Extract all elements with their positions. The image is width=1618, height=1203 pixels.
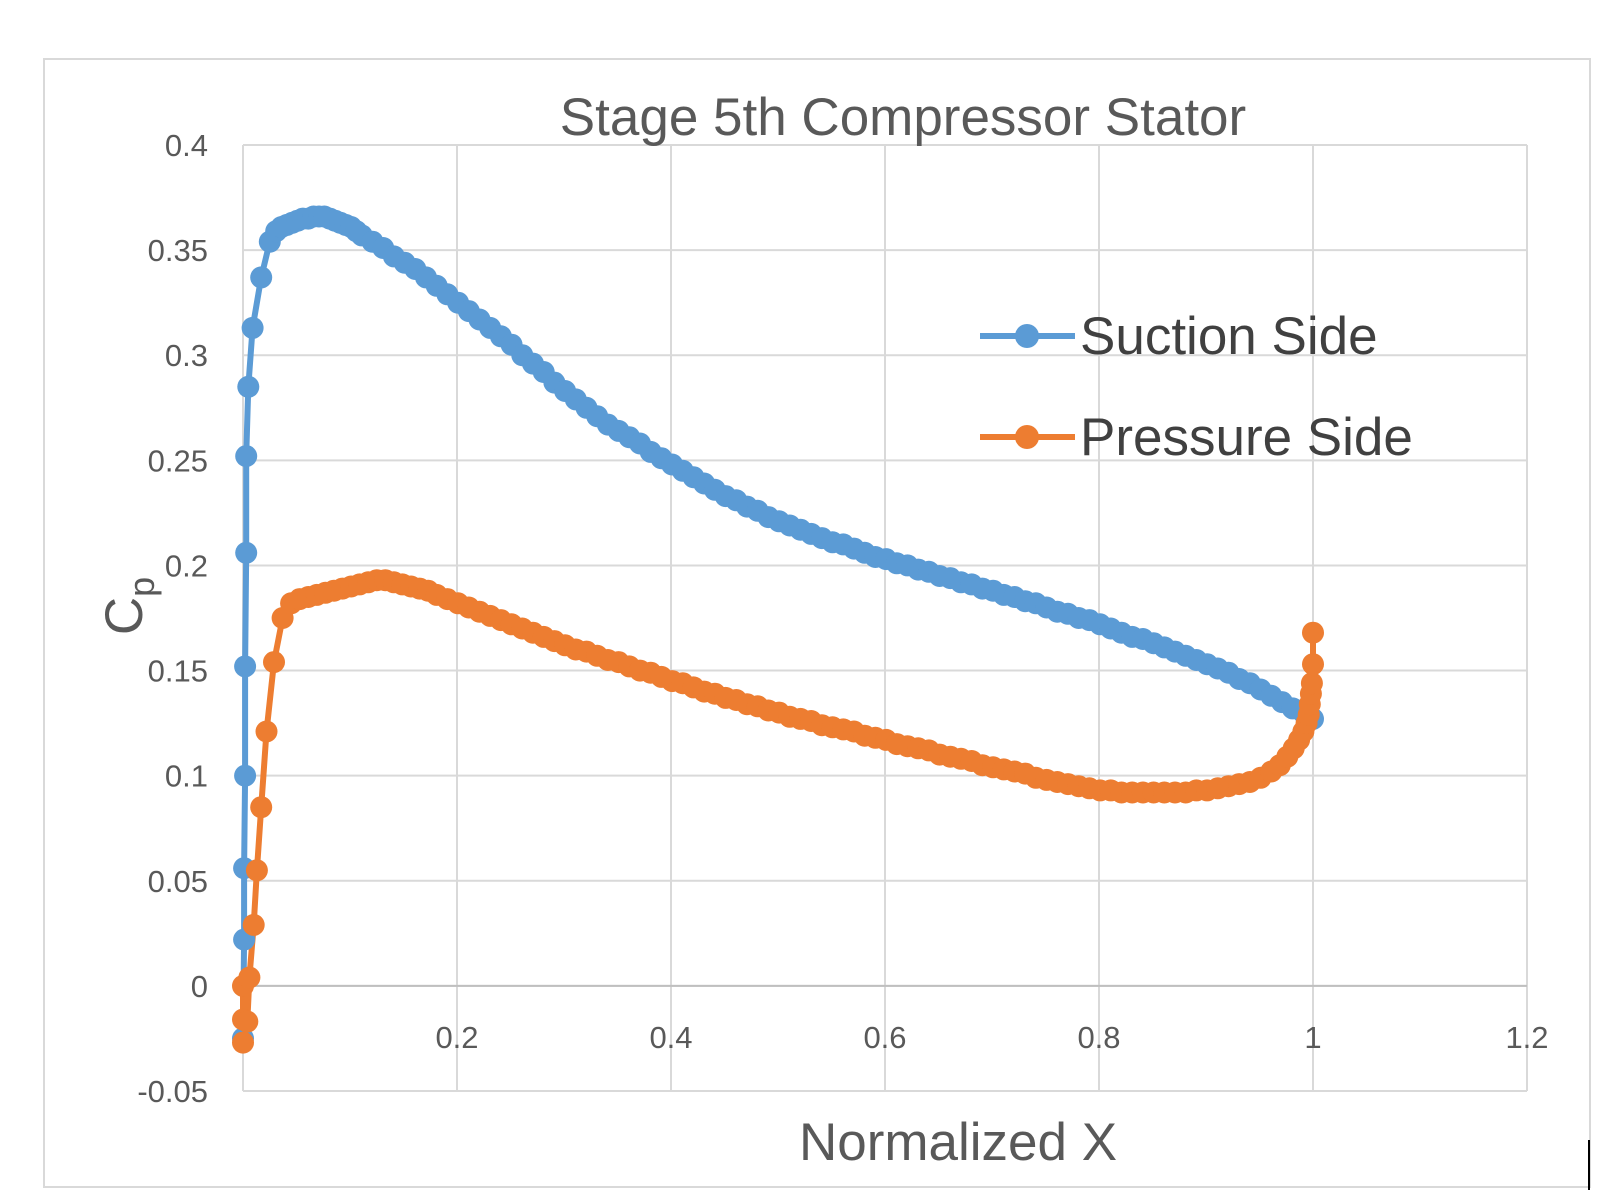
y-tick-label: 0.2 (165, 548, 208, 583)
legend: Suction Side Pressure Side (980, 307, 1413, 467)
legend-label-suction-side: Suction Side (1080, 307, 1378, 366)
legend-item-pressure-side: Pressure Side (980, 408, 1413, 467)
data-point-pressure-side (1302, 621, 1324, 644)
y-tick-label: 0.25 (148, 443, 208, 478)
data-point-pressure-side (232, 1031, 254, 1054)
data-point-suction-side (235, 445, 258, 468)
data-point-pressure-side (245, 859, 268, 882)
y-tick-label: 0.3 (165, 338, 208, 373)
data-point-suction-side (250, 266, 273, 289)
edge-mark (1588, 1140, 1590, 1190)
data-point-pressure-side (238, 966, 261, 989)
x-axis-title: Normalized X (799, 1113, 1117, 1172)
y-tick-label: 0.4 (165, 128, 208, 163)
legend-item-suction-side: Suction Side (980, 307, 1378, 366)
legend-marker-suction-side (1015, 324, 1039, 348)
legend-label-pressure-side: Pressure Side (1080, 408, 1413, 467)
data-point-pressure-side (1302, 653, 1324, 676)
data-point-pressure-side (242, 913, 265, 936)
data-point-suction-side (237, 375, 260, 398)
data-point-suction-side (234, 764, 257, 787)
y-axis-title-subscript: p (121, 577, 162, 597)
y-axis-title: Cp (95, 577, 162, 635)
legend-marker-pressure-side (1015, 425, 1039, 449)
y-tick-label: -0.05 (137, 1074, 208, 1109)
chart-frame (43, 58, 1591, 1188)
data-point-suction-side (234, 655, 257, 678)
x-tick-labels: 00.20.40.60.811.2 (234, 1020, 1548, 1055)
data-point-suction-side (241, 316, 264, 339)
data-point-pressure-side (255, 720, 278, 743)
data-point-pressure-side (250, 796, 273, 819)
x-tick-label: 1.2 (1505, 1020, 1548, 1055)
y-tick-label: 0.1 (165, 759, 208, 794)
data-point-pressure-side (1300, 672, 1323, 695)
x-tick-label: 0.6 (863, 1020, 906, 1055)
chart-title: Stage 5th Compressor Stator (560, 88, 1246, 147)
x-tick-label: 0.8 (1077, 1020, 1120, 1055)
series-points (232, 205, 1324, 1054)
y-tick-label: 0.35 (148, 233, 208, 268)
data-point-pressure-side (263, 651, 285, 674)
data-point-suction-side (235, 541, 258, 564)
data-point-pressure-side (236, 1010, 259, 1033)
y-tick-labels: -0.05 0 0.05 0.1 0.15 0.2 0.25 0.3 0.35 0.4 (137, 128, 208, 1109)
y-axis-title-main: C (95, 597, 154, 635)
x-tick-label: 0.4 (649, 1020, 692, 1055)
y-tick-label: 0.15 (148, 654, 208, 689)
x-tick-label: 1 (1304, 1020, 1321, 1055)
x-tick-label: 0.2 (435, 1020, 478, 1055)
y-tick-label: 0 (191, 969, 208, 1004)
y-tick-label: 0.05 (148, 864, 208, 899)
